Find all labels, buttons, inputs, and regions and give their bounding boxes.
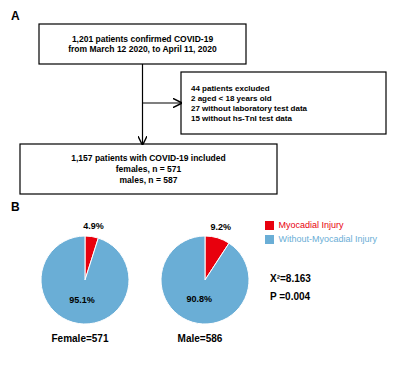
svg-text:9.2%: 9.2%	[210, 222, 231, 232]
svg-text:90.8%: 90.8%	[187, 294, 213, 304]
svg-text:A: A	[11, 9, 20, 23]
html-text:Female=571: Female=571	[51, 333, 109, 344]
html-text:P =0.004: P =0.004	[270, 291, 311, 302]
html-text:Male=586: Male=586	[177, 333, 223, 344]
svg-text:1,157 patients with COVID-19 i: 1,157 patients with COVID-19 includedfem…	[71, 153, 225, 184]
html-text:Myocadial Injury: Myocadial Injury	[278, 220, 344, 230]
html-text:X²=8.163: X²=8.163	[270, 273, 311, 284]
html-text:Without-Myocadial Injury: Without-Myocadial Injury	[278, 234, 377, 244]
svg-text:95.1%: 95.1%	[69, 295, 95, 305]
html-text:B: B	[11, 200, 20, 214]
svg-text:44 patients excluded2 aged < 1: 44 patients excluded2 aged < 18 years ol…	[191, 84, 308, 123]
svg-text:1,201 patients confirmed COVID: 1,201 patients confirmed COVID-19from Ma…	[68, 34, 217, 55]
svg-text:4.9%: 4.9%	[83, 221, 104, 231]
